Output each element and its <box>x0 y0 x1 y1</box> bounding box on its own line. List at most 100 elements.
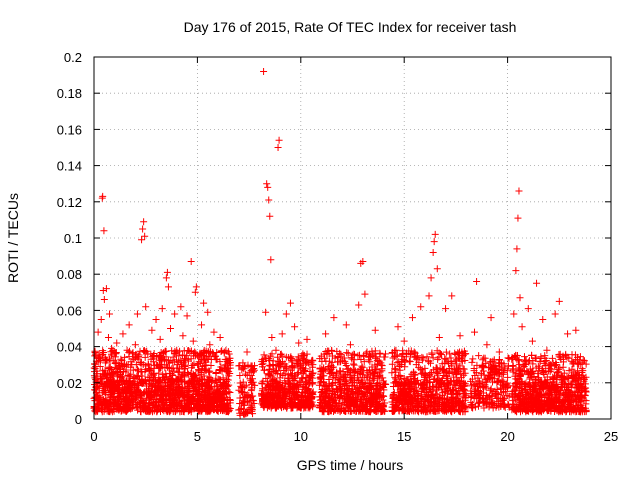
data-point <box>281 362 289 370</box>
data-point <box>197 370 205 378</box>
data-point <box>427 274 435 282</box>
data-point <box>322 357 330 365</box>
data-point <box>299 382 307 390</box>
data-point <box>175 352 183 360</box>
data-point <box>516 294 524 302</box>
data-point <box>272 362 280 370</box>
data-point <box>555 297 563 305</box>
data-point <box>204 308 212 316</box>
data-point <box>103 397 111 405</box>
data-point <box>442 305 450 313</box>
data-point <box>300 401 308 409</box>
data-point <box>150 401 158 409</box>
data-point <box>118 389 126 397</box>
data-point <box>135 400 143 408</box>
data-point <box>572 326 580 334</box>
data-point <box>564 330 572 338</box>
data-point <box>149 358 157 366</box>
data-point <box>308 380 316 388</box>
data-point <box>171 358 179 366</box>
y-tick-label: 0.04 <box>57 340 82 355</box>
data-point <box>149 382 157 390</box>
y-tick-label: 0.06 <box>57 303 82 318</box>
data-point <box>372 353 380 361</box>
data-point <box>176 386 184 394</box>
data-point <box>141 232 149 240</box>
data-point <box>124 401 132 409</box>
data-point <box>186 395 194 403</box>
data-point <box>122 395 130 403</box>
data-point <box>180 378 188 386</box>
data-point <box>166 375 174 383</box>
data-point <box>188 393 196 401</box>
data-point <box>146 367 154 375</box>
data-point <box>355 301 363 309</box>
data-point <box>107 387 115 395</box>
y-tick-label: 0.12 <box>57 195 82 210</box>
data-point <box>288 372 296 380</box>
data-point <box>226 399 234 407</box>
data-point <box>274 144 282 151</box>
data-point <box>354 352 362 360</box>
data-point <box>537 353 545 361</box>
data-point <box>273 370 281 378</box>
y-tick-label: 0.2 <box>64 50 82 65</box>
data-point <box>330 314 338 322</box>
y-tick-label: 0.1 <box>64 231 82 246</box>
data-point <box>129 379 137 387</box>
data-point <box>451 349 459 357</box>
data-point <box>163 405 171 413</box>
y-tick-label: 0.02 <box>57 376 82 391</box>
data-point <box>113 359 121 367</box>
data-point <box>244 361 252 369</box>
data-point <box>181 369 189 377</box>
data-point <box>343 365 351 373</box>
data-point <box>125 378 133 386</box>
data-point <box>487 314 495 322</box>
data-point <box>202 379 210 387</box>
x-tick-label: 5 <box>194 429 201 444</box>
data-point <box>417 303 425 311</box>
data-point <box>142 303 150 311</box>
data-point <box>238 389 246 397</box>
y-tick-label: 0.08 <box>57 267 82 282</box>
data-point <box>475 402 483 410</box>
data-point <box>225 354 233 362</box>
data-point <box>157 364 164 372</box>
data-point <box>178 408 186 416</box>
x-tick-label: 25 <box>604 429 618 444</box>
data-point <box>322 330 330 338</box>
data-point <box>371 326 379 334</box>
data-point <box>195 367 203 375</box>
data-point <box>174 382 182 390</box>
data-point <box>184 347 192 355</box>
data-point <box>207 361 215 369</box>
data-point <box>295 360 303 368</box>
data-point <box>108 381 116 389</box>
data-point <box>513 245 521 253</box>
data-point <box>408 314 416 322</box>
data-point <box>192 283 200 291</box>
data-point <box>147 365 155 373</box>
data-point <box>135 386 143 394</box>
data-point <box>215 391 223 399</box>
data-point <box>279 372 287 380</box>
data-point <box>94 392 102 400</box>
data-point <box>91 360 99 368</box>
data-point <box>425 358 433 366</box>
data-point <box>164 384 172 392</box>
data-point <box>183 312 191 320</box>
data-point <box>201 365 209 373</box>
data-point <box>139 225 147 233</box>
data-point <box>145 380 153 388</box>
data-point <box>94 407 102 415</box>
data-point <box>425 292 433 300</box>
data-point <box>98 408 106 416</box>
data-point <box>249 378 257 386</box>
data-point <box>199 380 207 388</box>
data-point <box>241 370 249 378</box>
data-point <box>131 377 139 385</box>
data-point <box>121 353 129 361</box>
data-point <box>265 355 273 363</box>
data-point <box>265 196 273 204</box>
